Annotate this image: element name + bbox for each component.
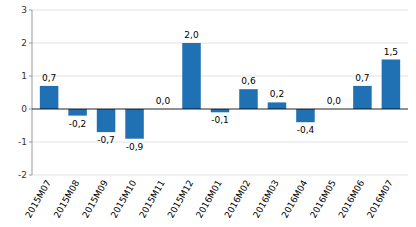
data-label: 0,0 bbox=[156, 96, 171, 106]
category-label: 2015M10 bbox=[109, 178, 139, 220]
data-label: -0,4 bbox=[297, 125, 315, 135]
chart: -2-101230,7-0,2-0,7-0,90,02,0-0,10,60,2-… bbox=[0, 0, 416, 227]
bar bbox=[97, 109, 116, 132]
category-label: 2016M04 bbox=[280, 178, 310, 220]
y-axis: -2 -1 0 1 2 3 bbox=[18, 5, 408, 180]
zero-line bbox=[32, 109, 408, 110]
grid-line bbox=[32, 175, 408, 176]
data-label: -0,9 bbox=[126, 142, 144, 152]
grid-line bbox=[32, 142, 408, 143]
tick-label: 1 bbox=[21, 71, 27, 81]
category-label: 2016M01 bbox=[194, 178, 224, 219]
bar bbox=[40, 86, 59, 109]
tick-label: 3 bbox=[21, 5, 27, 15]
bars bbox=[40, 43, 400, 139]
category-label: 2015M11 bbox=[137, 178, 167, 219]
x-axis: 2015M072015M082015M092015M102015M112015M… bbox=[23, 178, 395, 220]
bar bbox=[296, 109, 315, 122]
category-label: 2016M02 bbox=[223, 178, 253, 219]
category-label: 2015M07 bbox=[23, 178, 53, 219]
tick-label: 0 bbox=[21, 104, 27, 114]
data-label: 2,0 bbox=[184, 30, 199, 40]
bar bbox=[239, 89, 258, 109]
bar bbox=[211, 109, 230, 112]
data-label: 0,0 bbox=[327, 96, 342, 106]
data-label: 0,7 bbox=[355, 73, 369, 83]
grid-line bbox=[32, 109, 408, 110]
category-label: 2016M03 bbox=[251, 178, 281, 219]
data-label: 0,2 bbox=[270, 89, 284, 99]
grid-line bbox=[32, 10, 408, 11]
tick-label: 2 bbox=[21, 38, 27, 48]
category-label: 2016M06 bbox=[337, 178, 367, 220]
bar bbox=[353, 86, 372, 109]
data-label: -0,1 bbox=[211, 115, 229, 125]
tick-label: -1 bbox=[18, 137, 27, 147]
axis-line bbox=[32, 10, 33, 175]
tick-label: -2 bbox=[18, 170, 27, 180]
bar bbox=[68, 109, 87, 116]
data-label: -0,7 bbox=[97, 135, 115, 145]
grid-line bbox=[32, 43, 408, 44]
category-label: 2015M08 bbox=[52, 178, 82, 220]
bar bbox=[268, 102, 287, 109]
data-label: 0,6 bbox=[241, 76, 256, 86]
bar bbox=[125, 109, 144, 139]
bar bbox=[382, 60, 401, 110]
category-label: 2016M05 bbox=[308, 178, 338, 219]
category-label: 2015M09 bbox=[80, 178, 110, 220]
data-labels: 0,7 -0,2 -0,7 -0,9 0,0 2,0 -0,1 0,6 0,2 -0,4 0,0 0,… bbox=[42, 30, 398, 152]
data-label: 1,5 bbox=[384, 47, 398, 57]
category-label: 2016M07 bbox=[365, 178, 395, 219]
data-label: 0,7 bbox=[42, 73, 56, 83]
bar bbox=[182, 43, 201, 109]
category-label: 2015M12 bbox=[166, 178, 196, 219]
data-label: -0,2 bbox=[69, 119, 87, 129]
grid-line bbox=[32, 76, 408, 77]
